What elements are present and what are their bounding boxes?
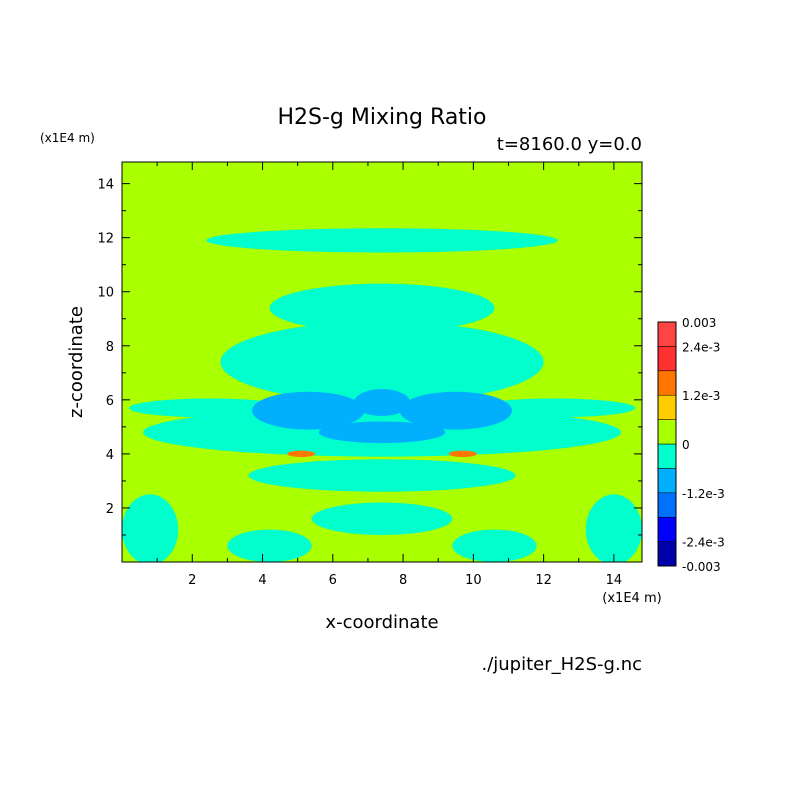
x-tick-label: 8: [399, 573, 407, 588]
x-axis-label: x-coordinate: [325, 612, 438, 633]
heatmap-region-17: [448, 450, 477, 458]
colorbar-label: -0.003: [682, 560, 721, 574]
y-tick-label: 6: [106, 394, 114, 409]
colorbar-swatch-4: [657, 443, 677, 469]
source-file-label: ./jupiter_H2S-g.nc: [481, 654, 642, 675]
colorbar-swatch-5: [657, 419, 677, 445]
x-axis: 2 4 6 8 10 12 14: [156, 162, 623, 588]
heatmap-region-7: [122, 494, 179, 562]
heatmap-region-2: [206, 228, 558, 253]
colorbar-swatch-0: [657, 541, 677, 567]
plot-frame: [121, 161, 643, 563]
heatmap-region-12: [252, 391, 365, 430]
colorbar-label: 0: [682, 438, 690, 452]
chart-subtitle: t=8160.0 y=0.0: [497, 134, 642, 155]
x-tick-label: 2: [188, 573, 196, 588]
y-unit-label: (x1E4 m): [40, 131, 95, 145]
colorbar-label: 2.4e-3: [682, 340, 720, 354]
y-tick-label: 10: [97, 286, 114, 301]
x-tick-label: 14: [606, 573, 623, 588]
x-tick-label: 4: [258, 573, 266, 588]
chart-title: H2S-g Mixing Ratio: [277, 105, 486, 130]
colorbar-swatch-7: [657, 370, 677, 396]
heatmap-region-8: [585, 494, 642, 562]
colorbar-swatch-1: [657, 516, 677, 542]
x-tick-label: 12: [535, 573, 552, 588]
y-tick-label: 2: [106, 502, 114, 517]
x-unit-label: (x1E4 m): [602, 591, 661, 606]
heatmap-region-13: [399, 391, 512, 430]
heatmap-region-5: [473, 398, 635, 418]
colorbar: [657, 321, 677, 567]
y-axis-label: z-coordinate: [66, 306, 87, 418]
heatmap-region-14: [353, 389, 411, 417]
colorbar-label: -1.2e-3: [682, 487, 725, 501]
heatmap-region-6: [248, 459, 516, 492]
plot-area: [122, 162, 642, 562]
heatmap-region-1: [269, 283, 495, 333]
colorbar-swatch-6: [657, 394, 677, 420]
heatmap-region-16: [287, 450, 316, 458]
colorbar-label: 1.2e-3: [682, 389, 720, 403]
x-tick-label: 6: [329, 573, 337, 588]
colorbar-label: -2.4e-3: [682, 536, 725, 550]
y-tick-label: 4: [106, 448, 114, 463]
colorbar-swatch-9: [657, 321, 677, 347]
y-tick-label: 14: [97, 178, 114, 193]
colorbar-swatch-8: [657, 346, 677, 372]
heatmap-region-15: [318, 421, 446, 444]
colorbar-labels: -0.003 -2.4e-3 -1.2e-3 0 1.2e-3 2.4e-3 0.003: [682, 316, 725, 574]
heatmap-region-11: [311, 502, 453, 535]
x-tick-label: 10: [465, 573, 482, 588]
heatmap-regions: [122, 228, 642, 562]
heatmap-region-0: [220, 321, 544, 403]
heatmap-region-9: [227, 529, 312, 562]
colorbar-label: 0.003: [682, 316, 716, 330]
heatmap-region-10: [452, 529, 537, 562]
y-axis: 2 4 6 8 10 12 14: [97, 178, 642, 536]
y-tick-label: 8: [106, 340, 114, 355]
y-tick-label: 12: [97, 232, 114, 247]
heatmap-region-4: [129, 398, 291, 418]
colorbar-swatch-2: [657, 492, 677, 518]
colorbar-swatch-3: [657, 468, 677, 494]
colorbar-frame: [657, 321, 677, 567]
